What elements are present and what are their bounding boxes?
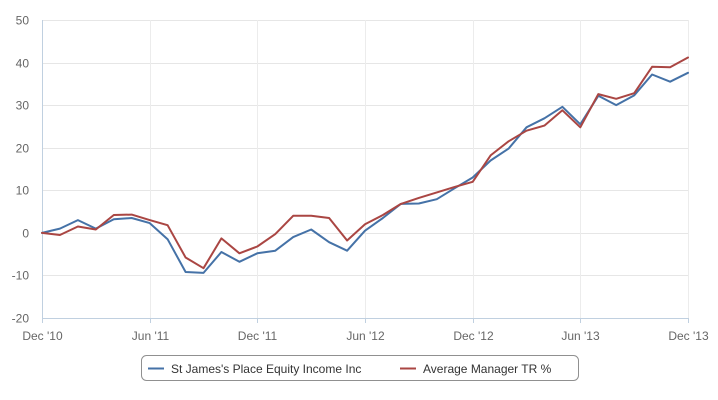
- y-tick-label: -10: [12, 269, 30, 283]
- legend-item-0[interactable]: St James's Place Equity Income Inc: [148, 362, 361, 376]
- gridlines: [42, 20, 689, 319]
- series-line-0[interactable]: [41, 71, 689, 274]
- x-tick-label: Dec '11: [238, 329, 278, 343]
- legend-label: St James's Place Equity Income Inc: [171, 362, 361, 376]
- x-tick-label: Jun '13: [561, 329, 600, 343]
- x-tick-label: Dec '12: [453, 329, 494, 343]
- x-tick-label: Dec '13: [668, 329, 709, 343]
- y-tick-label: 50: [16, 14, 30, 28]
- legend-label: Average Manager TR %: [423, 362, 552, 376]
- legend-box: [141, 355, 579, 381]
- legend[interactable]: St James's Place Equity Income Inc Averag…: [141, 355, 579, 381]
- series-line-1[interactable]: [41, 56, 689, 270]
- series-lines: [41, 56, 689, 274]
- axes: -20 -10 0 10 20 30 40 50 Dec '10 Jun '11 Dec '11 Ju…: [12, 14, 709, 344]
- y-tick-label: -20: [12, 312, 30, 326]
- y-tick-label: 40: [16, 57, 30, 71]
- y-tick-label: 10: [16, 184, 30, 198]
- x-tick-label: Dec '10: [22, 329, 63, 343]
- x-tick-label: Jun '11: [132, 329, 170, 343]
- y-tick-label: 20: [16, 142, 30, 156]
- y-tick-label: 30: [16, 99, 30, 113]
- y-tick-label: 0: [22, 227, 29, 241]
- legend-item-1[interactable]: Average Manager TR %: [400, 362, 552, 376]
- x-tick-label: Jun '12: [346, 329, 385, 343]
